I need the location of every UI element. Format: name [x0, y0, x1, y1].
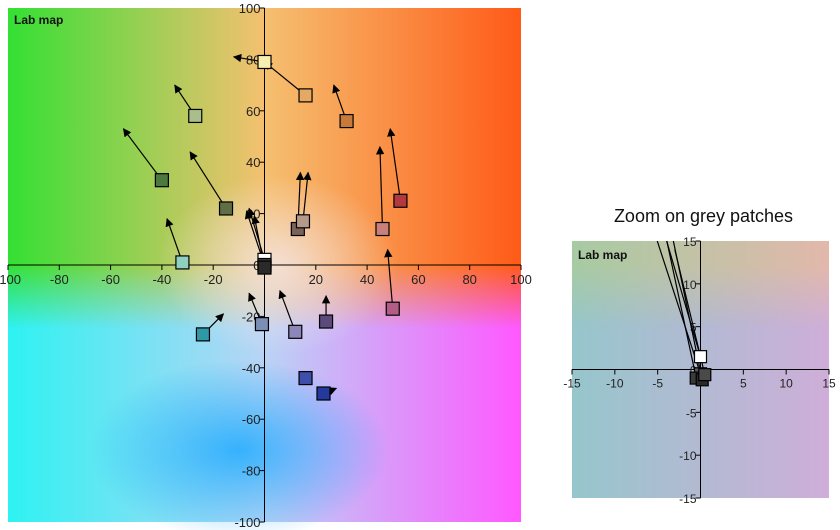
color-patch [295, 214, 311, 229]
color-patch [393, 193, 408, 208]
main-x-tick-label: -100 [0, 272, 21, 287]
main-y-tick-label: 60 [246, 104, 260, 119]
main-y-tick-label: 40 [246, 155, 260, 170]
main-y-tick-label: 0 [253, 258, 260, 273]
color-patch [318, 314, 334, 329]
zoom-patch-shift-line [666, 240, 702, 357]
patch-shift-arrow [302, 171, 312, 222]
main-x-tick-label: 60 [411, 272, 425, 287]
patch-shift-arrow [387, 127, 402, 201]
color-patch [339, 113, 354, 129]
zoom-x-tick-label: -10 [606, 377, 624, 391]
color-patch [288, 324, 303, 339]
color-patch [257, 54, 272, 70]
zoom-y-tick-label: -15 [679, 492, 697, 506]
color-patch [375, 221, 390, 237]
main-y-tick-label: -40 [242, 361, 261, 376]
patch-shift-arrow [122, 128, 163, 181]
patch-shift-arrow [189, 151, 227, 209]
color-patch [257, 260, 272, 275]
color-patch [195, 327, 211, 342]
color-patch [218, 201, 234, 216]
zoom-y-tick-label: 15 [683, 235, 697, 249]
main-map-title: Lab map [14, 13, 63, 27]
zoom-patch-shift-line [666, 240, 697, 379]
main-x-tick-label: -80 [50, 272, 69, 287]
color-patch [316, 386, 331, 401]
main-y-tick-label: 20 [246, 207, 260, 222]
main-lab-map: Lab map -100-80-60-40-202040608010010080… [0, 1, 532, 530]
zoom-lab-map: Zoom on grey patches Lab map -15 -10 -5 5 10… [563, 206, 836, 506]
zoom-x-tick-label: -15 [563, 377, 581, 391]
main-x-tick-label: 40 [360, 272, 374, 287]
zoom-y-tick-label: 10 [683, 278, 697, 292]
main-y-tick-label: 100 [239, 1, 261, 16]
main-y-tick-label: -60 [242, 412, 261, 427]
main-y-tick-label: -80 [242, 464, 261, 479]
main-map-blue-region [88, 360, 389, 530]
main-x-tick-label: -40 [153, 272, 172, 287]
zoom-title: Zoom on grey patches [614, 206, 793, 226]
color-patch [254, 317, 270, 332]
zoom-y-tick-label: -10 [679, 449, 697, 463]
main-x-tick-label: -60 [101, 272, 120, 287]
zoom-map-axes: -15-10-551015151050-5-10-15 [563, 235, 836, 506]
main-x-tick-label: 100 [510, 272, 532, 287]
zoom-x-tick-label: 10 [779, 377, 793, 391]
main-map-patches [154, 54, 408, 401]
zoom-grey-patch [693, 350, 708, 364]
color-patch [154, 173, 169, 188]
zoom-y-tick-label: 0 [690, 364, 697, 378]
color-patch [188, 108, 203, 124]
color-patch [175, 255, 190, 270]
zoom-x-tick-label: 15 [822, 377, 836, 391]
zoom-map-patches [689, 350, 712, 387]
zoom-map-title: Lab map [578, 248, 627, 262]
zoom-x-tick-label: -5 [652, 377, 663, 391]
patch-shift-arrow [165, 217, 183, 263]
zoom-grey-patch [698, 368, 712, 382]
main-x-tick-label: -20 [204, 272, 223, 287]
main-map-axes: -100-80-60-40-2020406080100100806040200-… [0, 1, 532, 530]
main-x-tick-label: 20 [309, 272, 323, 287]
zoom-y-tick-label: -5 [686, 406, 697, 420]
patch-shift-arrow [384, 248, 394, 309]
color-patch [385, 301, 400, 316]
patch-shift-arrow [375, 145, 385, 230]
color-patch [298, 370, 313, 386]
zoom-patch-shift-line [656, 240, 702, 374]
main-x-tick-label: 80 [462, 272, 476, 287]
main-y-tick-label: -100 [234, 515, 260, 530]
zoom-x-tick-label: 5 [740, 377, 747, 391]
color-patch [298, 88, 313, 103]
